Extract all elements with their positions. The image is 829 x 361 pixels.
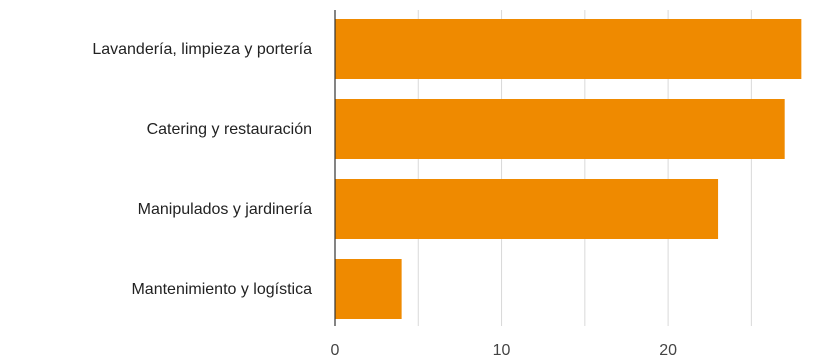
bar-4 <box>335 259 402 319</box>
category-label-3: Manipulados y jardinería <box>138 201 312 218</box>
bar-1 <box>335 19 802 79</box>
category-label-1: Lavandería, limpieza y portería <box>92 41 312 58</box>
x-tick-label-0: 0 <box>331 342 340 359</box>
x-tick-labels: 0 10 20 <box>331 342 678 359</box>
bar-layer <box>335 19 802 319</box>
category-label-2: Catering y restauración <box>147 121 312 138</box>
x-tick-label-20: 20 <box>659 342 677 359</box>
bar-2 <box>335 99 785 159</box>
bar-3 <box>335 179 719 239</box>
category-labels: Lavandería, limpieza y portería Catering … <box>92 41 312 298</box>
x-tick-label-10: 10 <box>493 342 511 359</box>
category-label-4: Mantenimiento y logística <box>131 281 312 298</box>
